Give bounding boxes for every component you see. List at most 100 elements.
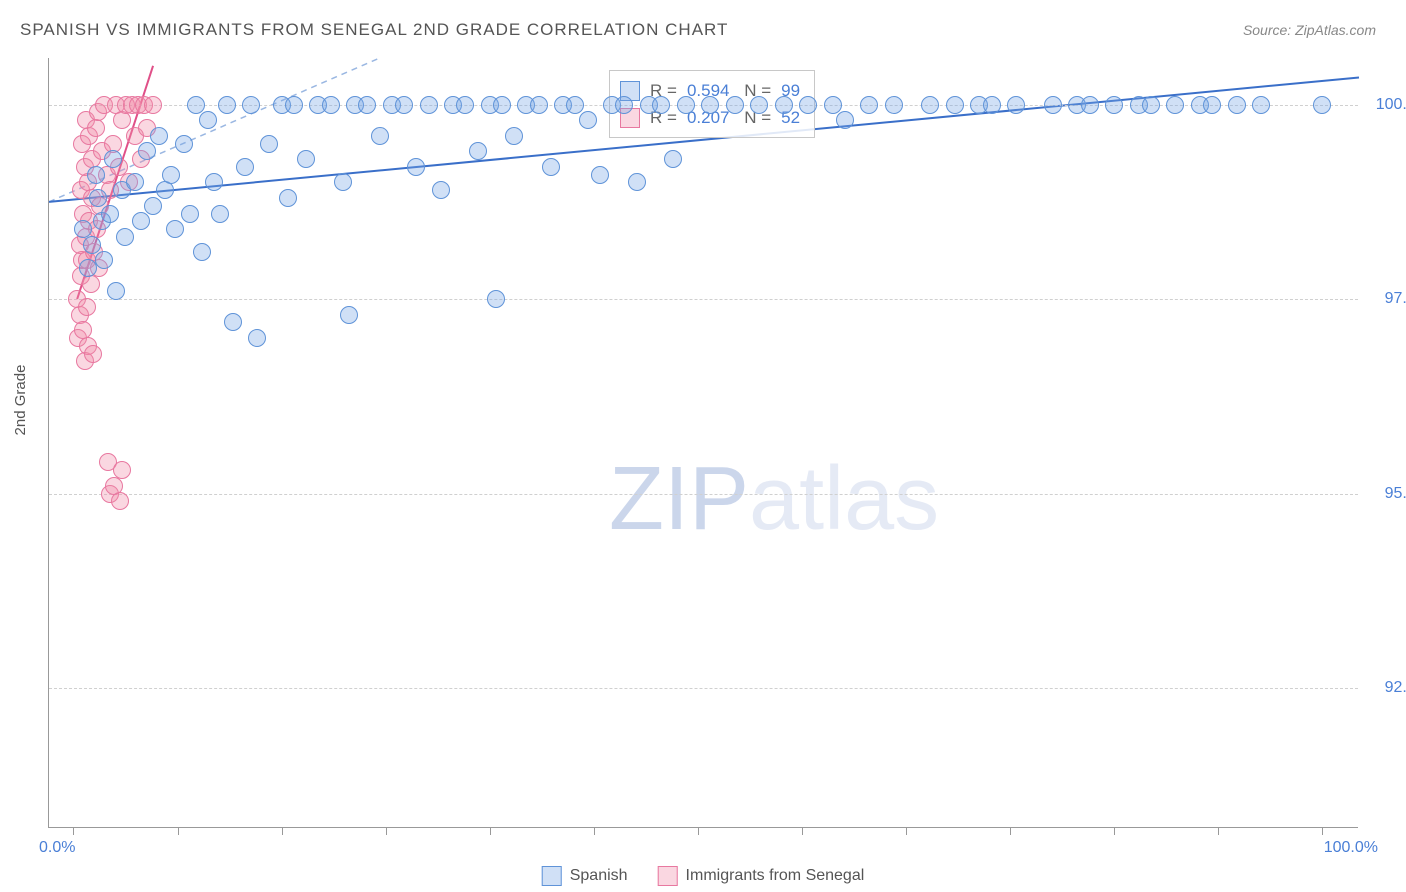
data-point-spanish (166, 220, 184, 238)
data-point-spanish (162, 166, 180, 184)
data-point-spanish (236, 158, 254, 176)
legend-label-senegal: Immigrants from Senegal (686, 867, 865, 885)
data-point-spanish (87, 166, 105, 184)
x-tick (490, 827, 491, 835)
watermark: ZIPatlas (609, 448, 939, 551)
x-tick (698, 827, 699, 835)
data-point-spanish (1252, 96, 1270, 114)
data-point-senegal (82, 275, 100, 293)
data-point-spanish (701, 96, 719, 114)
chart-title: SPANISH VS IMMIGRANTS FROM SENEGAL 2ND G… (20, 20, 728, 40)
data-point-spanish (566, 96, 584, 114)
data-point-spanish (297, 150, 315, 168)
data-point-spanish (150, 127, 168, 145)
data-point-spanish (126, 173, 144, 191)
data-point-senegal (78, 298, 96, 316)
data-point-spanish (432, 181, 450, 199)
data-point-spanish (469, 142, 487, 160)
data-point-spanish (260, 135, 278, 153)
data-point-spanish (726, 96, 744, 114)
data-point-spanish (334, 173, 352, 191)
data-point-spanish (824, 96, 842, 114)
legend-label-spanish: Spanish (570, 867, 628, 885)
x-tick (1114, 827, 1115, 835)
y-tick-label: 97.5% (1365, 290, 1406, 308)
data-point-spanish (181, 205, 199, 223)
data-point-spanish (983, 96, 1001, 114)
y-tick-label: 95.0% (1365, 485, 1406, 503)
data-point-spanish (1203, 96, 1221, 114)
swatch-senegal (658, 866, 678, 886)
x-axis-min-label: 0.0% (39, 839, 75, 857)
data-point-spanish (493, 96, 511, 114)
data-point-spanish (193, 243, 211, 261)
scatter-plot-area: ZIPatlas R = 0.594 N = 99 R = 0.207 N = … (48, 58, 1358, 828)
data-point-spanish (218, 96, 236, 114)
legend-item-senegal: Immigrants from Senegal (658, 866, 865, 886)
y-tick-label: 100.0% (1365, 96, 1406, 114)
data-point-spanish (885, 96, 903, 114)
data-point-spanish (371, 127, 389, 145)
x-tick (1218, 827, 1219, 835)
data-point-spanish (144, 197, 162, 215)
legend-item-spanish: Spanish (542, 866, 628, 886)
data-point-spanish (279, 189, 297, 207)
y-tick-label: 92.5% (1365, 679, 1406, 697)
data-point-spanish (799, 96, 817, 114)
data-point-spanish (407, 158, 425, 176)
data-point-spanish (677, 96, 695, 114)
data-point-spanish (1044, 96, 1062, 114)
data-point-spanish (487, 290, 505, 308)
data-point-spanish (860, 96, 878, 114)
data-point-spanish (921, 96, 939, 114)
data-point-spanish (1313, 96, 1331, 114)
x-tick (178, 827, 179, 835)
data-point-spanish (579, 111, 597, 129)
data-point-spanish (104, 150, 122, 168)
data-point-spanish (628, 173, 646, 191)
data-point-spanish (1228, 96, 1246, 114)
data-point-spanish (132, 212, 150, 230)
data-point-spanish (505, 127, 523, 145)
data-point-senegal (113, 461, 131, 479)
gridline (49, 494, 1358, 495)
x-tick (282, 827, 283, 835)
data-point-spanish (242, 96, 260, 114)
data-point-senegal (113, 111, 131, 129)
data-point-spanish (542, 158, 560, 176)
data-point-spanish (1105, 96, 1123, 114)
x-tick (802, 827, 803, 835)
gridline (49, 299, 1358, 300)
data-point-senegal (87, 119, 105, 137)
legend: Spanish Immigrants from Senegal (542, 866, 865, 886)
x-axis-max-label: 100.0% (1324, 839, 1378, 857)
swatch-spanish (542, 866, 562, 886)
data-point-spanish (199, 111, 217, 129)
data-point-spanish (1007, 96, 1025, 114)
data-point-spanish (175, 135, 193, 153)
data-point-spanish (116, 228, 134, 246)
data-point-spanish (83, 236, 101, 254)
data-point-spanish (775, 96, 793, 114)
data-point-spanish (456, 96, 474, 114)
data-point-spanish (1081, 96, 1099, 114)
x-tick (1322, 827, 1323, 835)
data-point-spanish (1166, 96, 1184, 114)
source-label: Source: ZipAtlas.com (1243, 22, 1376, 38)
data-point-spanish (340, 306, 358, 324)
data-point-senegal (144, 96, 162, 114)
data-point-spanish (187, 96, 205, 114)
data-point-spanish (138, 142, 156, 160)
x-tick (386, 827, 387, 835)
data-point-spanish (205, 173, 223, 191)
x-tick (594, 827, 595, 835)
data-point-spanish (322, 96, 340, 114)
data-point-spanish (89, 189, 107, 207)
data-point-spanish (95, 251, 113, 269)
data-point-spanish (664, 150, 682, 168)
gridline (49, 688, 1358, 689)
data-point-spanish (248, 329, 266, 347)
data-point-spanish (395, 96, 413, 114)
y-axis-label: 2nd Grade (12, 365, 29, 436)
data-point-spanish (946, 96, 964, 114)
